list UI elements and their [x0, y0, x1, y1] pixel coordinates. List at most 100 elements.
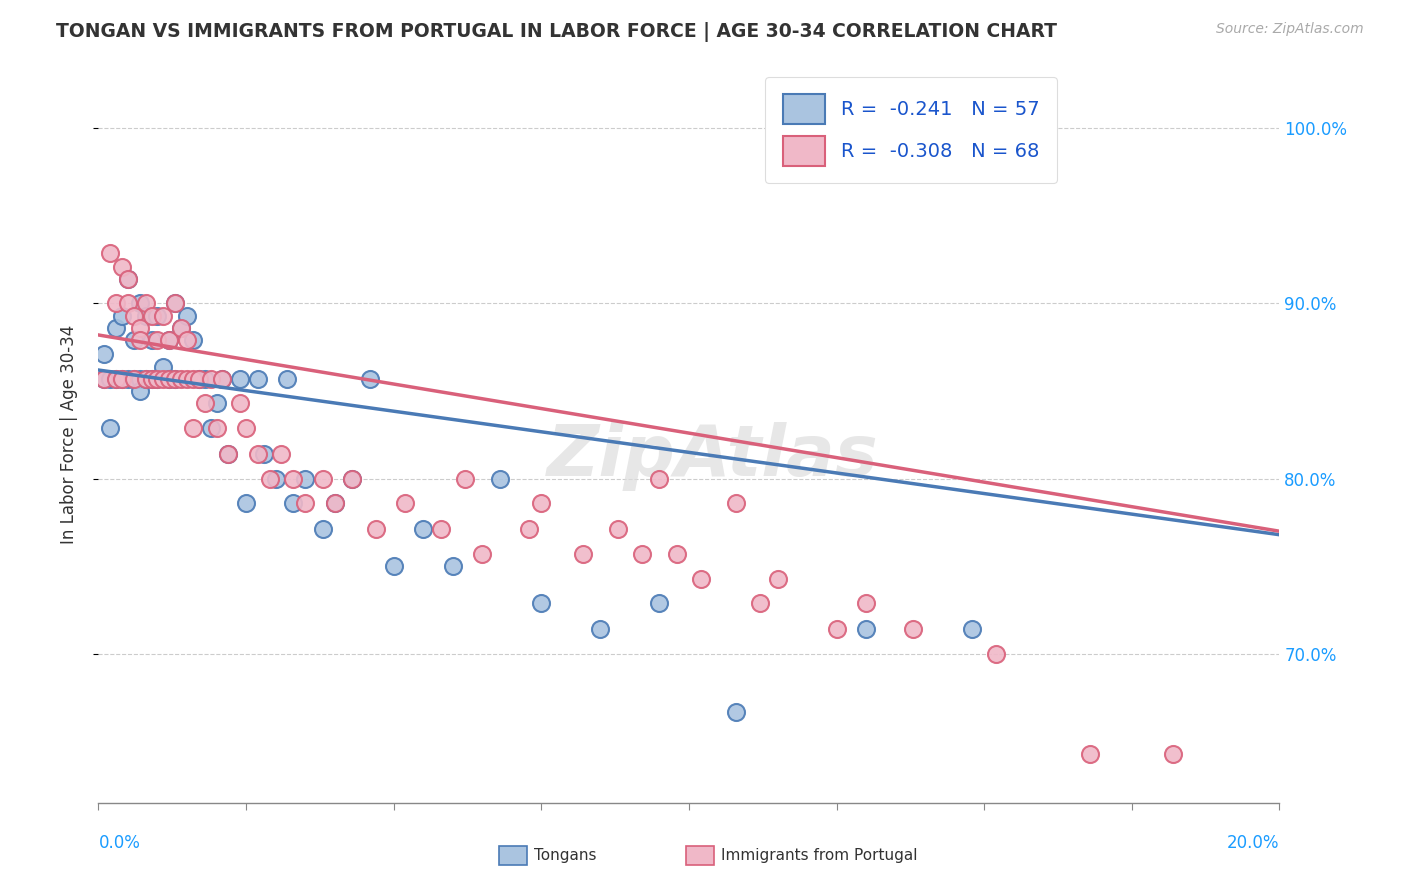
Point: [117, 296, 139, 310]
Point: [128, 372, 150, 386]
Point: [648, 472, 671, 486]
Point: [176, 372, 198, 386]
Point: [135, 372, 157, 386]
Point: [294, 472, 316, 486]
Text: Tongans: Tongans: [534, 848, 596, 863]
Point: [128, 333, 150, 347]
Point: [128, 321, 150, 335]
Point: [152, 372, 174, 386]
Point: [141, 372, 163, 386]
Point: [441, 559, 464, 574]
Point: [194, 372, 217, 386]
Point: [283, 496, 305, 510]
Point: [111, 372, 134, 386]
Point: [157, 372, 180, 386]
Point: [141, 309, 163, 323]
Point: [1161, 747, 1184, 761]
Point: [825, 623, 848, 637]
Point: [170, 321, 193, 335]
Point: [165, 296, 187, 310]
Point: [253, 447, 276, 461]
Point: [205, 421, 228, 435]
Point: [117, 272, 139, 286]
Point: [146, 372, 169, 386]
Point: [276, 372, 298, 386]
Point: [187, 372, 209, 386]
Point: [111, 260, 134, 274]
Point: [194, 396, 217, 410]
Point: [181, 421, 204, 435]
Point: [229, 372, 252, 386]
Point: [157, 372, 180, 386]
Point: [312, 523, 335, 537]
Point: [98, 372, 121, 386]
Point: [323, 496, 346, 510]
Point: [666, 547, 689, 561]
Point: [146, 309, 169, 323]
Point: [589, 623, 612, 637]
Point: [135, 372, 157, 386]
Point: [122, 372, 145, 386]
Point: [165, 372, 187, 386]
Point: [128, 296, 150, 310]
Point: [364, 523, 387, 537]
Point: [152, 359, 174, 374]
Point: [1080, 747, 1102, 761]
Point: [141, 333, 163, 347]
Point: [630, 547, 652, 561]
Point: [394, 496, 416, 510]
Point: [176, 333, 198, 347]
Point: [471, 547, 494, 561]
Point: [200, 372, 222, 386]
Point: [264, 472, 287, 486]
Point: [962, 623, 984, 637]
Point: [93, 372, 115, 386]
Point: [725, 705, 748, 719]
Point: [648, 596, 671, 610]
Point: [217, 447, 239, 461]
Text: 20.0%: 20.0%: [1227, 834, 1279, 853]
Point: [283, 472, 305, 486]
Point: [105, 321, 128, 335]
Point: [165, 372, 187, 386]
Y-axis label: In Labor Force | Age 30-34: In Labor Force | Age 30-34: [59, 326, 77, 544]
Point: [200, 421, 222, 435]
Point: [689, 572, 711, 586]
Point: [725, 496, 748, 510]
Point: [117, 372, 139, 386]
Point: [235, 496, 257, 510]
Point: [903, 623, 925, 637]
Point: [187, 372, 209, 386]
Point: [382, 559, 405, 574]
Point: [359, 372, 381, 386]
Point: [748, 596, 770, 610]
Text: Immigrants from Portugal: Immigrants from Portugal: [721, 848, 918, 863]
Point: [98, 245, 121, 260]
Point: [259, 472, 281, 486]
Point: [141, 372, 163, 386]
Point: [519, 523, 541, 537]
Point: [855, 596, 877, 610]
Point: [181, 372, 204, 386]
Point: [128, 384, 150, 398]
Text: Source: ZipAtlas.com: Source: ZipAtlas.com: [1216, 22, 1364, 37]
Point: [571, 547, 593, 561]
Point: [111, 372, 134, 386]
Point: [165, 296, 187, 310]
Point: [342, 472, 364, 486]
Point: [489, 472, 512, 486]
Point: [412, 523, 434, 537]
Point: [105, 372, 128, 386]
Text: 0.0%: 0.0%: [98, 834, 141, 853]
Point: [93, 347, 115, 361]
Point: [270, 447, 292, 461]
Point: [430, 523, 453, 537]
Point: [205, 396, 228, 410]
Point: [170, 372, 193, 386]
Point: [135, 296, 157, 310]
Point: [294, 496, 316, 510]
Point: [105, 296, 128, 310]
Point: [117, 272, 139, 286]
Point: [530, 496, 553, 510]
Point: [146, 372, 169, 386]
